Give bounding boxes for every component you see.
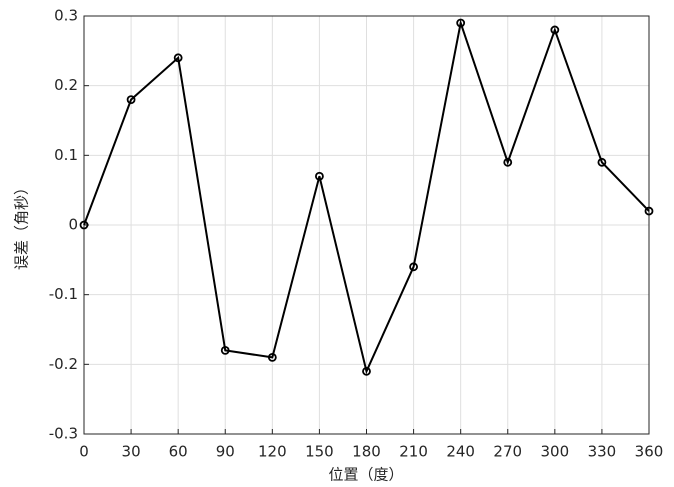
x-tick-label: 90: [216, 443, 235, 461]
data-point: [503, 157, 513, 167]
y-tick-label: -0.1: [49, 285, 78, 303]
data-point: [173, 53, 183, 63]
x-axis-label: 位置（度）: [328, 466, 403, 484]
data-point: [220, 345, 230, 355]
x-tick-label: 240: [446, 443, 475, 461]
y-axis-label: 误差（角秒）: [13, 180, 31, 270]
data-point: [409, 262, 418, 272]
data-point: [126, 95, 136, 104]
x-tick-label: 30: [122, 443, 141, 461]
x-tick-label: 330: [588, 443, 617, 461]
data-point: [644, 206, 654, 216]
x-tick-label: 300: [541, 443, 570, 461]
data-line: [83, 19, 650, 375]
x-tick-label: 60: [169, 443, 188, 461]
x-tick-label: 360: [635, 443, 664, 461]
data-point: [362, 366, 371, 376]
data-point: [456, 18, 466, 28]
data-point: [315, 171, 324, 181]
data-point: [79, 220, 89, 230]
data-point: [597, 157, 607, 167]
y-tick-label: 0.2: [54, 76, 78, 94]
y-tick-label: 0.1: [54, 146, 78, 164]
y-tick-label: 0.3: [54, 7, 78, 25]
y-tick-label: -0.2: [49, 355, 78, 373]
y-tick-label: -0.3: [49, 425, 78, 443]
x-tick-label: 270: [493, 443, 522, 461]
x-tick-label: 120: [258, 443, 287, 461]
x-tick-label: 180: [352, 443, 381, 461]
x-tick-label: 210: [399, 443, 428, 461]
x-tick-label: 0: [79, 443, 89, 461]
y-tick-label: 0: [68, 216, 78, 234]
x-tick-label: 150: [305, 443, 334, 461]
data-point: [550, 25, 560, 35]
data-point: [267, 352, 277, 362]
